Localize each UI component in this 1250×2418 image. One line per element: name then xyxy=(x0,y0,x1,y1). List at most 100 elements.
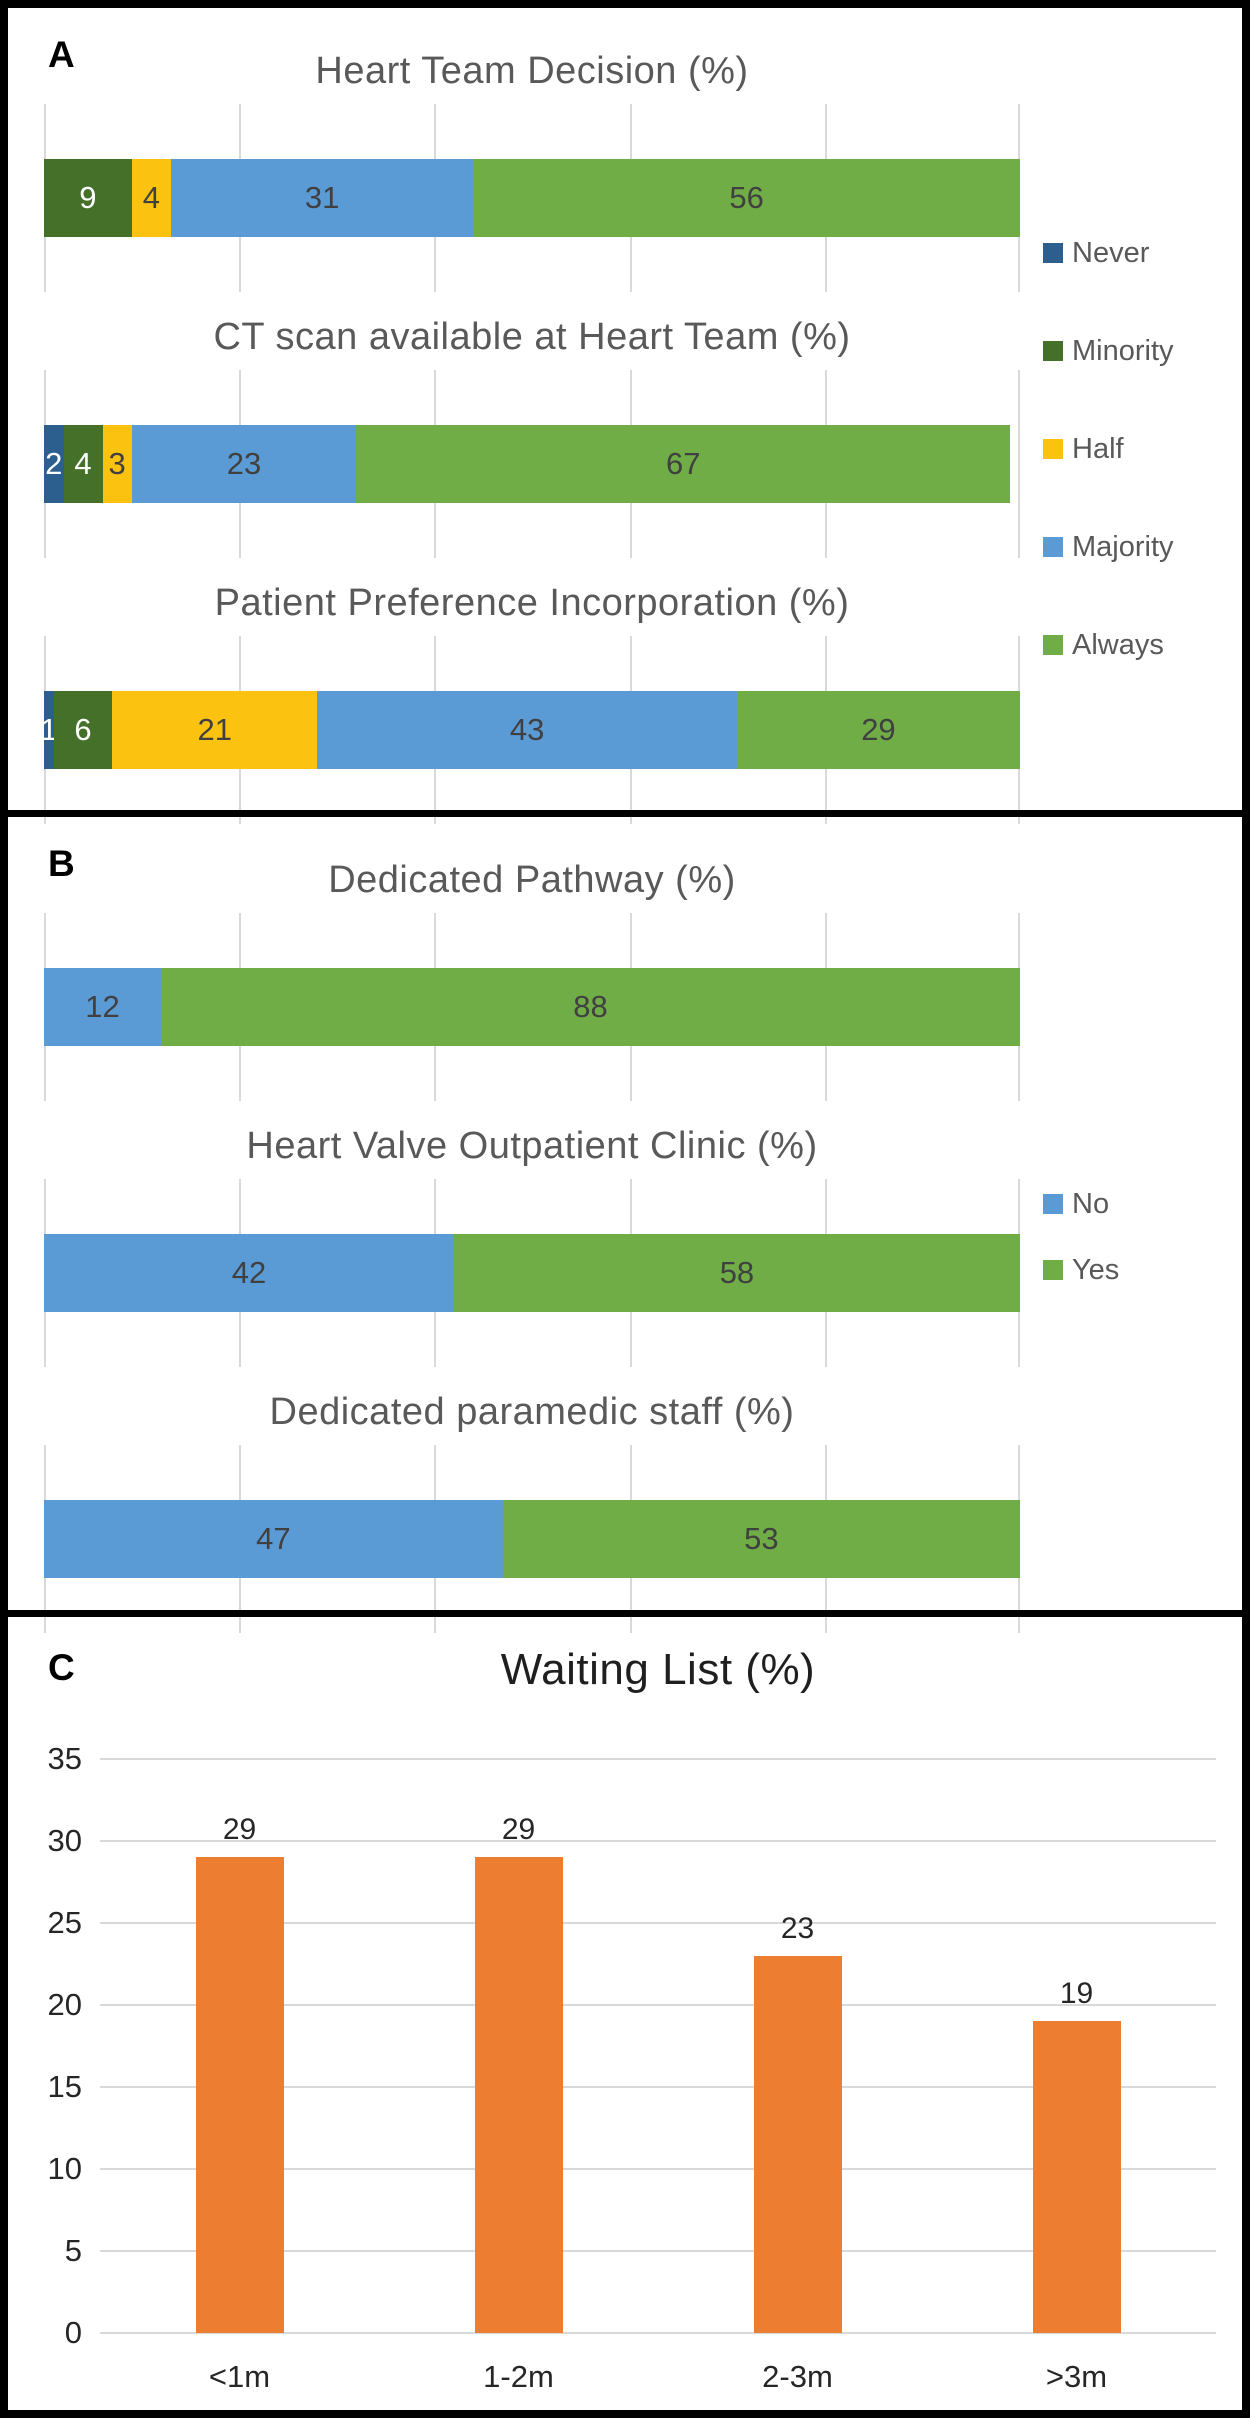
legend-swatch xyxy=(1043,537,1063,557)
bar-segment-value: 4 xyxy=(142,180,160,215)
gridline-horizontal xyxy=(100,2086,1216,2088)
stacked-bar-chart: Heart Team Decision (%)0943156 xyxy=(44,46,1020,302)
stacked-bar: 16 21 43 29 xyxy=(44,691,1020,769)
panel-c-plot-area: 0 5 10 15 20 25 30 35 29 <1m 29 1-2m 23 2-3m 19 >3m xyxy=(48,1742,1216,2394)
gridline-horizontal xyxy=(100,1922,1216,1924)
column-bar xyxy=(753,1955,842,2333)
bar-segment-value: 2 xyxy=(45,446,63,481)
bar-segment-value: 67 xyxy=(665,446,701,481)
bar-segment-value: 21 xyxy=(197,712,233,747)
bar-segment: 53 xyxy=(502,1500,1020,1578)
bar-segment: 67 xyxy=(356,425,1011,503)
bar-segment: 2 xyxy=(44,425,64,503)
bar-segment-value: 6 xyxy=(74,712,92,747)
legend-label: Yes xyxy=(1072,1253,1120,1286)
bar-segment-value: 56 xyxy=(729,180,764,215)
legend-label: Minority xyxy=(1072,334,1174,367)
bar-segment: 9 xyxy=(44,159,132,237)
bar-segment: 29 xyxy=(736,691,1020,769)
x-axis-category-label: >3m xyxy=(1045,2359,1108,2394)
y-axis-tick-label: 25 xyxy=(47,1905,82,1940)
plot-area: 2 4 3 23 67 xyxy=(44,370,1020,558)
y-axis-tick-label: 15 xyxy=(47,2069,82,2104)
legend-item: Yes xyxy=(1043,1254,1119,1286)
stacked-bar-chart: CT scan available at Heart Team (%) 2 4 3 23… xyxy=(44,312,1020,568)
y-axis-tick-label: 5 xyxy=(64,2233,82,2268)
bar-segment: 4 xyxy=(131,159,171,237)
chart-title: Dedicated Pathway (%) xyxy=(328,859,736,901)
y-axis-tick-label: 30 xyxy=(47,1823,82,1858)
legend-label: Always xyxy=(1072,628,1164,661)
legend-item: Always xyxy=(1043,629,1174,661)
legend-item: Never xyxy=(1043,237,1174,269)
legend-label: Majority xyxy=(1072,530,1174,563)
legend-label: Never xyxy=(1072,236,1150,269)
x-axis-category-label: 2-3m xyxy=(762,2359,833,2394)
bar-segment-value: 29 xyxy=(861,712,896,747)
bar-segment: 31 xyxy=(170,159,474,237)
panel-a-legend: Never Minority Half Majority Always xyxy=(1043,237,1174,730)
stacked-bar-chart: Heart Valve Outpatient Clinic (%) 42 58 xyxy=(44,1121,1020,1377)
panel-b: B Dedicated Pathway (%) 12 88 Heart Valve O… xyxy=(8,810,1242,1633)
stacked-bar: 47 53 xyxy=(44,1500,1020,1578)
chart-title: Heart Valve Outpatient Clinic (%) xyxy=(246,1125,818,1167)
stacked-bar: 12 88 xyxy=(44,968,1020,1046)
bar-segment-value: 4 xyxy=(74,446,92,481)
legend-swatch xyxy=(1043,341,1063,361)
gridline-horizontal xyxy=(100,1758,1216,1760)
bar-segment-value: 12 xyxy=(85,989,120,1024)
bar-segment: 88 xyxy=(161,968,1020,1046)
panel-c-chart-title: Waiting List (%) xyxy=(500,1645,816,1694)
legend-swatch xyxy=(1043,243,1063,263)
legend-item: Minority xyxy=(1043,335,1174,367)
panel-b-letter: B xyxy=(48,843,75,884)
bar-segment: 58 xyxy=(453,1234,1020,1312)
panel-c-letter: C xyxy=(48,1647,75,1688)
x-axis-category-label: <1m xyxy=(208,2359,271,2394)
legend-item: Majority xyxy=(1043,531,1174,563)
bar-segment-value: 23 xyxy=(226,446,262,481)
x-axis-category-label: 1-2m xyxy=(483,2359,554,2394)
legend-label: No xyxy=(1072,1187,1110,1220)
bar-segment: 43 xyxy=(317,691,737,769)
stacked-bar: 42 58 xyxy=(44,1234,1020,1312)
bar-segment: 21 xyxy=(112,691,318,769)
bar-segment-value: 42 xyxy=(231,1255,267,1290)
bar-segment: 56 xyxy=(473,159,1020,237)
plot-area: 16 21 43 29 xyxy=(44,636,1020,824)
gridline-horizontal xyxy=(100,2004,1216,2006)
column-value-label: 23 xyxy=(780,1911,815,1945)
y-axis-tick-label: 10 xyxy=(47,2151,82,2186)
bar-segment-value: 53 xyxy=(744,1521,779,1556)
panel-a: A Heart Team Decision (%)0943156CT scan … xyxy=(8,8,1242,824)
stacked-bar: 2 4 3 23 67 xyxy=(44,425,1020,503)
bar-segment: 6 xyxy=(53,691,113,769)
stacked-bar-chart: Patient Preference Incorporation (%) 16 21… xyxy=(44,578,1020,834)
chart-title: Dedicated paramedic staff (%) xyxy=(269,1391,795,1433)
bar-segment: 23 xyxy=(131,425,357,503)
bar-segment-value: 31 xyxy=(304,180,340,215)
plot-area: 42 58 xyxy=(44,1179,1020,1367)
y-axis-tick-label: 0 xyxy=(64,2315,82,2350)
legend-swatch xyxy=(1043,1194,1063,1214)
bar-segment-value: 47 xyxy=(256,1521,291,1556)
panel-a-charts: Heart Team Decision (%)0943156CT scan av… xyxy=(44,36,1020,834)
column-value-label: 29 xyxy=(501,1813,536,1847)
column-bar xyxy=(474,1857,563,2333)
bar-segment: 4 xyxy=(63,425,103,503)
bar-segment-value: 9 xyxy=(79,180,97,215)
column-bar xyxy=(1032,2021,1121,2333)
bar-segment-value: 88 xyxy=(573,989,608,1024)
stacked-bar-chart: Dedicated paramedic staff (%) 47 53 xyxy=(44,1387,1020,1643)
chart-title: Heart Team Decision (%) xyxy=(315,50,749,92)
column-bar xyxy=(195,1857,284,2333)
legend-swatch xyxy=(1043,635,1063,655)
plot-area: 47 53 xyxy=(44,1445,1020,1633)
bar-segment: 47 xyxy=(44,1500,503,1578)
legend-swatch xyxy=(1043,439,1063,459)
legend-label: Half xyxy=(1072,432,1124,465)
gridline-horizontal xyxy=(100,1840,1216,1842)
y-axis-tick-label: 35 xyxy=(47,1741,82,1776)
panel-c: C Waiting List (%) 0 5 10 15 20 25 30 35 29 <1m 29… xyxy=(8,1610,1242,2410)
